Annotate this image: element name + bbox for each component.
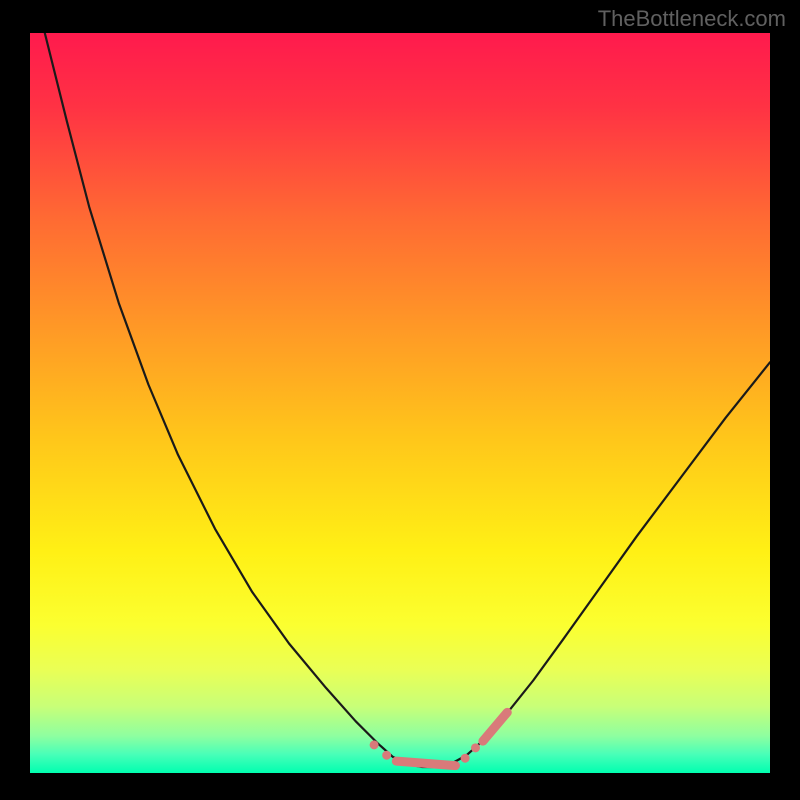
watermark-text: TheBottleneck.com bbox=[598, 6, 786, 32]
valley-segment bbox=[483, 712, 507, 741]
valley-dot bbox=[382, 751, 391, 760]
stage: TheBottleneck.com bbox=[0, 0, 800, 800]
plot-area bbox=[30, 33, 770, 773]
valley-dot bbox=[471, 743, 480, 752]
bottleneck-curve bbox=[45, 33, 770, 767]
valley-dot bbox=[461, 754, 470, 763]
plot-svg bbox=[30, 33, 770, 773]
valley-marker-group bbox=[370, 712, 508, 765]
valley-dot bbox=[370, 740, 379, 749]
valley-segment bbox=[396, 761, 455, 765]
